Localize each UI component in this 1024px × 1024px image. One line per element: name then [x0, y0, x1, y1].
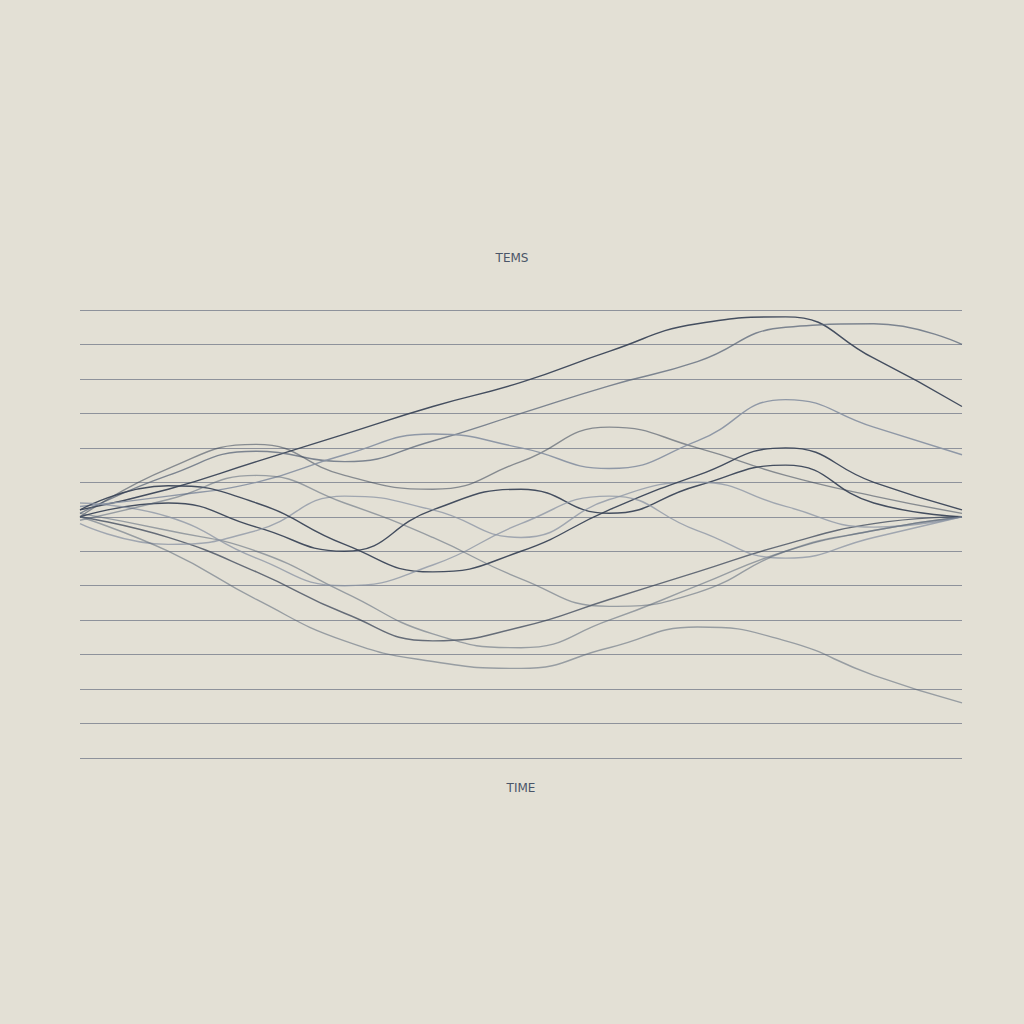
svg-text:TIME: TIME	[506, 781, 536, 795]
svg-text:TEMS: TEMS	[495, 251, 529, 265]
